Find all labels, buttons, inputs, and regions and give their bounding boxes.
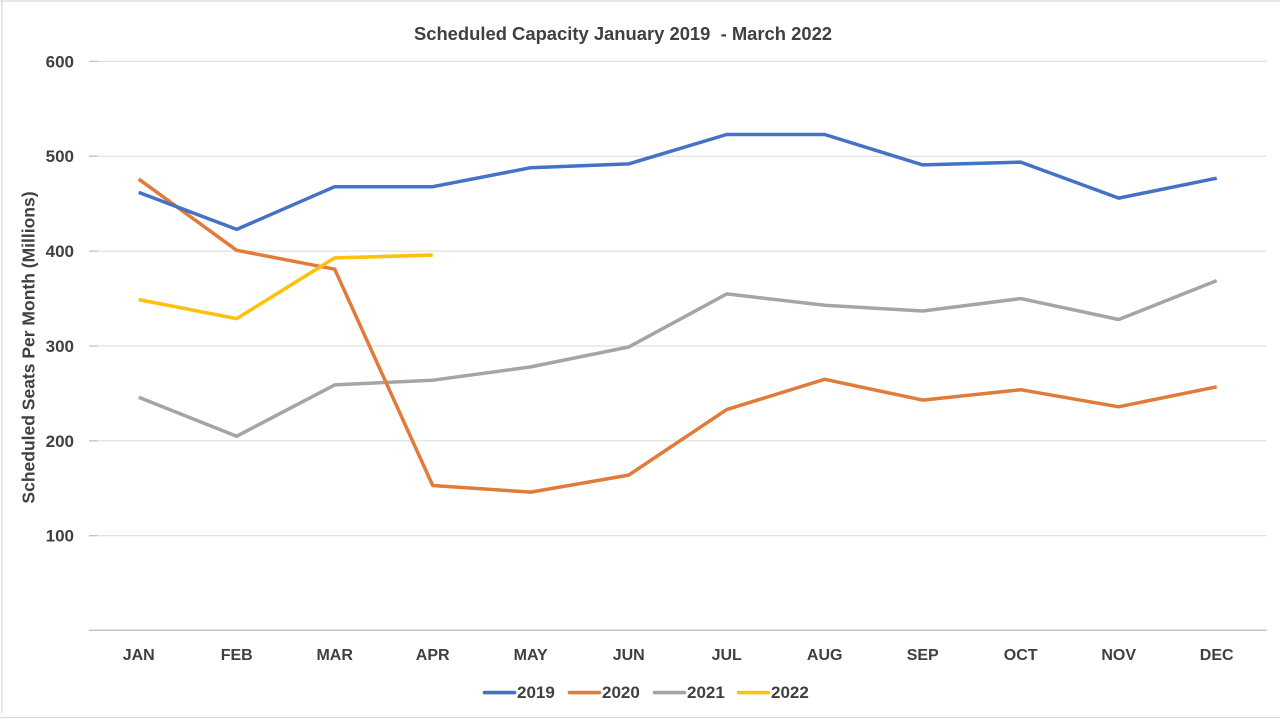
svg-text:MAY: MAY — [514, 647, 548, 664]
svg-text:Scheduled Seats Per Month (Mil: Scheduled Seats Per Month (Millions) — [19, 191, 39, 503]
svg-text:500: 500 — [46, 147, 74, 166]
svg-text:2019: 2019 — [517, 683, 555, 702]
svg-text:2022: 2022 — [771, 683, 809, 702]
svg-text:Scheduled Capacity January 201: Scheduled Capacity January 2019 - March … — [414, 23, 832, 44]
svg-text:600: 600 — [46, 52, 74, 71]
svg-text:200: 200 — [46, 432, 74, 451]
svg-text:JUL: JUL — [712, 647, 742, 664]
svg-text:NOV: NOV — [1101, 647, 1136, 664]
svg-text:SEP: SEP — [907, 647, 939, 664]
svg-text:JAN: JAN — [123, 647, 155, 664]
svg-text:DEC: DEC — [1200, 647, 1234, 664]
svg-text:OCT: OCT — [1004, 647, 1038, 664]
svg-text:FEB: FEB — [221, 647, 253, 664]
svg-text:MAR: MAR — [316, 647, 353, 664]
svg-text:300: 300 — [46, 337, 74, 356]
svg-text:AUG: AUG — [807, 647, 843, 664]
svg-text:2020: 2020 — [602, 683, 640, 702]
svg-text:100: 100 — [46, 527, 74, 546]
svg-text:APR: APR — [416, 647, 450, 664]
svg-text:2021: 2021 — [687, 683, 725, 702]
svg-text:JUN: JUN — [613, 647, 645, 664]
svg-text:400: 400 — [46, 242, 74, 261]
